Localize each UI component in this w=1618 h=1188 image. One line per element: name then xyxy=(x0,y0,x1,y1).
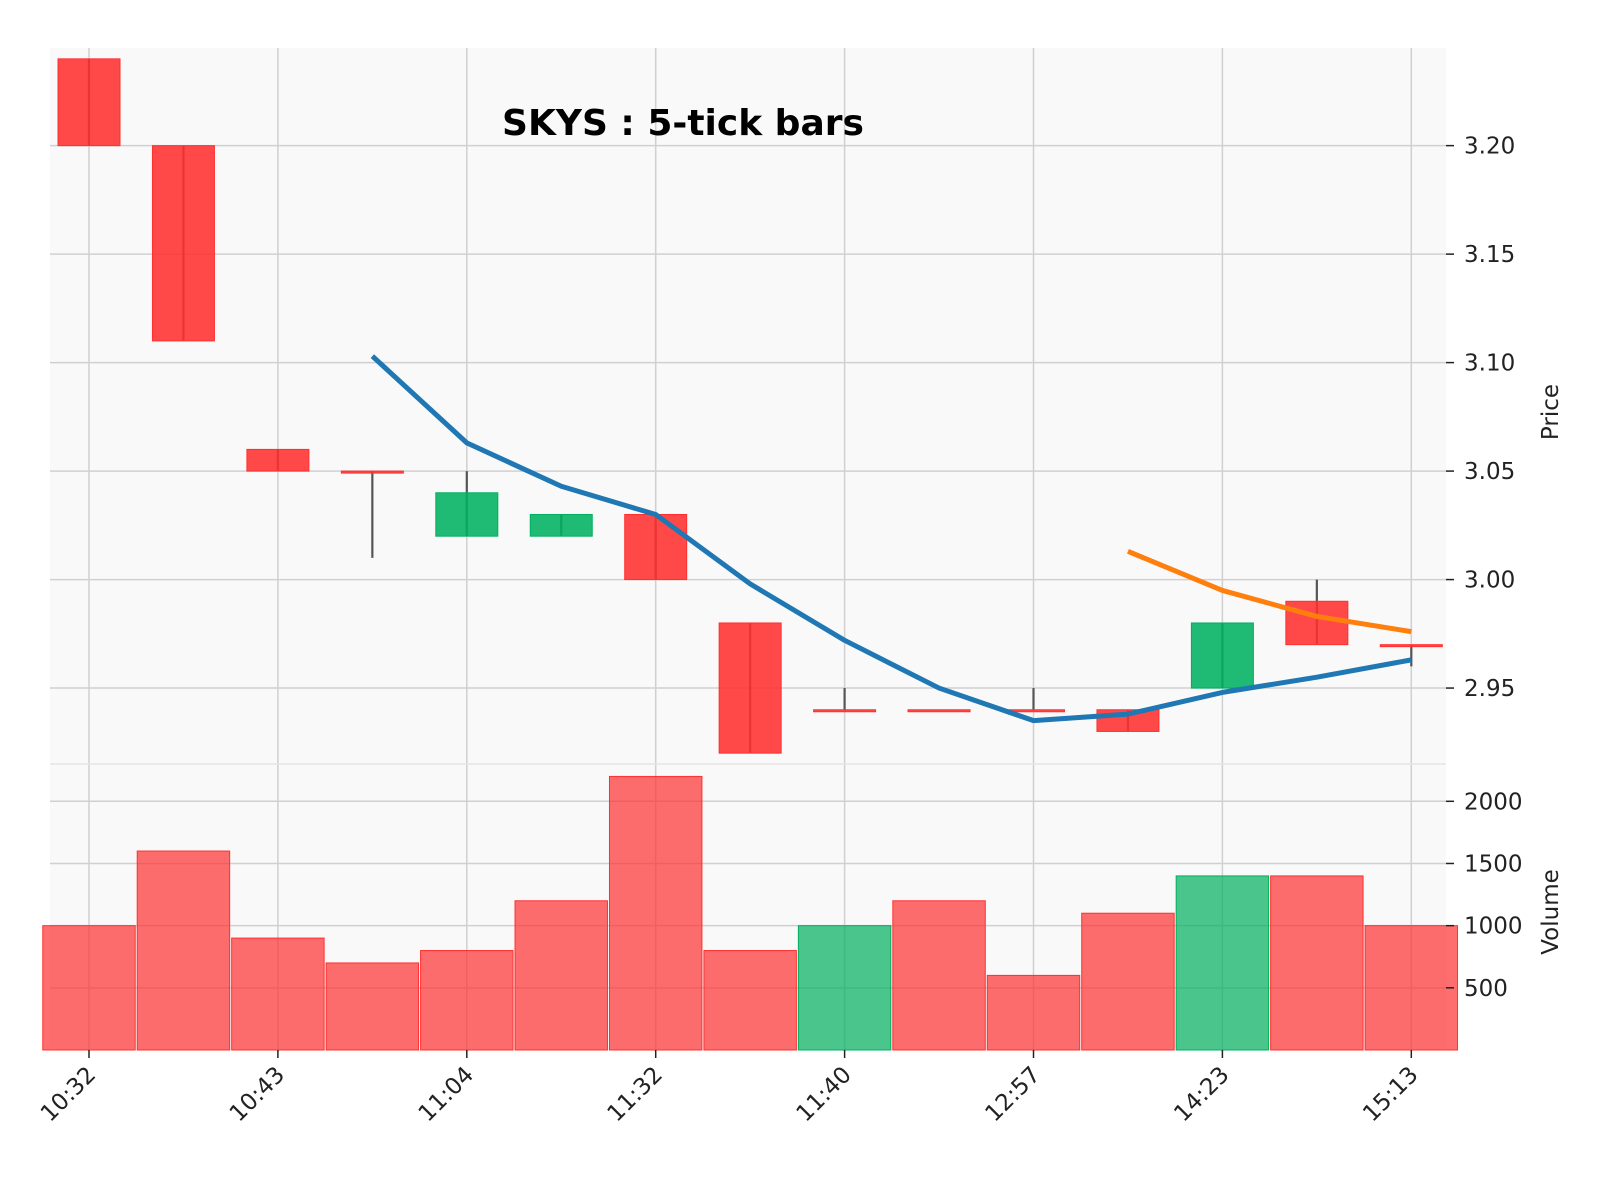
volume-bar xyxy=(1082,913,1174,1050)
price-tick-label: 3.15 xyxy=(1464,242,1515,268)
price-tick-label: 3.00 xyxy=(1464,568,1515,594)
volume-bar xyxy=(1365,926,1457,1050)
price-tick-labels: 2.95 3.00 3.05 3.10 3.15 3.20 xyxy=(1446,134,1515,702)
candle-body xyxy=(1191,623,1253,688)
volume-bar xyxy=(1271,876,1363,1050)
volume-bar xyxy=(515,901,607,1050)
volume-bar xyxy=(326,963,418,1050)
candle-body xyxy=(58,59,120,146)
x-tick-label: 12:57 xyxy=(980,1062,1045,1127)
x-tick-label: 10:43 xyxy=(225,1062,290,1127)
x-tick-label: 14:23 xyxy=(1169,1062,1234,1127)
candle-body xyxy=(908,710,970,712)
price-axis-label: Price xyxy=(1538,384,1564,440)
volume-bar xyxy=(1176,876,1268,1050)
x-tick-label: 11:04 xyxy=(414,1062,479,1127)
candle-body xyxy=(247,449,309,471)
x-tick-label: 11:32 xyxy=(603,1062,668,1127)
candle-body xyxy=(814,710,876,712)
volume-bar xyxy=(704,951,796,1050)
price-tick-label: 3.10 xyxy=(1464,351,1515,377)
volume-tick-label: 1000 xyxy=(1464,914,1523,940)
volume-bar xyxy=(987,975,1079,1050)
candle-body xyxy=(436,493,498,536)
price-tick-label: 2.95 xyxy=(1464,676,1515,702)
volume-bar xyxy=(893,901,985,1050)
price-tick-label: 3.05 xyxy=(1464,459,1515,485)
x-tick-label: 10:32 xyxy=(36,1062,101,1127)
volume-bar xyxy=(232,938,324,1050)
candle-body xyxy=(530,514,592,536)
candle-body xyxy=(152,146,214,341)
volume-bar xyxy=(43,926,135,1050)
volume-tick-label: 500 xyxy=(1464,976,1508,1002)
volume-tick-label: 1500 xyxy=(1464,851,1523,877)
candle-body xyxy=(1286,601,1348,644)
volume-bar xyxy=(798,926,890,1050)
volume-tick-label: 2000 xyxy=(1464,789,1523,815)
volume-bar xyxy=(421,951,513,1050)
volume-bar xyxy=(137,851,229,1050)
x-tick-labels: 10:32 10:43 11:04 11:32 11:40 12:57 14:23 15:13 xyxy=(36,1050,1424,1127)
price-tick-label: 3.20 xyxy=(1464,134,1515,160)
x-tick-label: 11:40 xyxy=(792,1062,857,1127)
volume-bar xyxy=(609,776,701,1050)
candle-body xyxy=(625,514,687,579)
volume-axis-label: Volume xyxy=(1538,869,1564,955)
x-tick-label: 15:13 xyxy=(1358,1062,1423,1127)
candle-body xyxy=(341,471,403,473)
candle-body xyxy=(1380,645,1442,647)
candle-body xyxy=(719,623,781,753)
chart-title: SKYS : 5-tick bars xyxy=(502,103,864,144)
